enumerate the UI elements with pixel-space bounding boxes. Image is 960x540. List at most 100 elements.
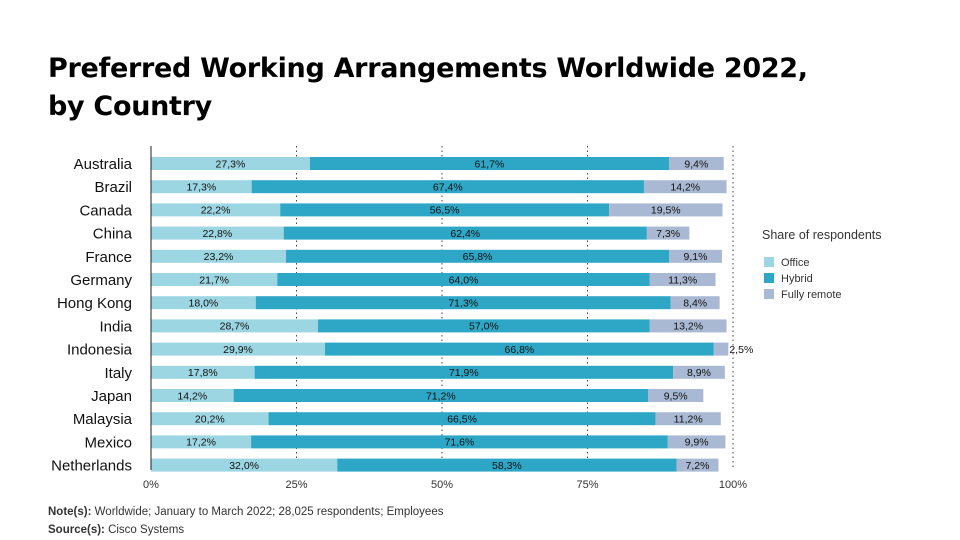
- category-label: Germany: [70, 272, 132, 289]
- bar-segment: [648, 389, 704, 402]
- bar-segment: [280, 203, 610, 217]
- bar-segment: [643, 180, 727, 194]
- category-label: Australia: [74, 156, 133, 173]
- data-label: 7,2%: [686, 460, 710, 472]
- legend-label: Office: [781, 257, 810, 269]
- data-label: 71,2%: [426, 390, 456, 402]
- bar-segment: [337, 458, 677, 472]
- bar-segment: [151, 412, 269, 426]
- category-label: Japan: [91, 388, 132, 405]
- bar-segment: [151, 226, 284, 240]
- data-label: 21,7%: [199, 274, 229, 286]
- bar-segment: [151, 249, 287, 263]
- bar-segment: [268, 412, 656, 426]
- bar-segment: [277, 273, 650, 286]
- bar-segment: [151, 365, 255, 379]
- bar-segment: [151, 342, 326, 356]
- data-label: 23,2%: [204, 251, 234, 263]
- data-label: 9,4%: [684, 158, 708, 170]
- bar-segment: [151, 203, 281, 217]
- x-tick-label: 100%: [719, 479, 747, 491]
- legend-label: Fully remote: [781, 289, 842, 301]
- data-label: 62,4%: [450, 228, 480, 240]
- data-label: 56,5%: [430, 205, 460, 217]
- bar-segment: [151, 273, 278, 286]
- chart-title-line-2: by Country: [48, 91, 212, 122]
- category-label: Netherlands: [51, 458, 132, 475]
- data-label: 22,8%: [202, 228, 232, 240]
- bar-segment: [151, 157, 310, 170]
- bar-segment: [151, 435, 252, 449]
- data-label: 8,9%: [687, 367, 711, 379]
- bar-segment: [646, 226, 690, 240]
- data-label: 19,5%: [651, 205, 681, 217]
- bar-segment: [251, 180, 644, 194]
- bar-segment: [255, 296, 671, 310]
- data-label: 64,0%: [449, 274, 479, 286]
- data-label: 65,8%: [463, 251, 493, 263]
- category-label: Indonesia: [67, 342, 133, 359]
- data-label: 9,9%: [685, 437, 709, 449]
- data-label: 67,4%: [433, 182, 463, 194]
- data-label: 29,9%: [223, 344, 253, 356]
- chart-title: Preferred Working Arrangements Worldwide…: [48, 50, 908, 126]
- data-label: 27,3%: [216, 158, 246, 170]
- data-label: 18,0%: [188, 298, 218, 310]
- bar-segment: [151, 458, 338, 472]
- bar-segment: [318, 319, 650, 333]
- category-label: France: [85, 249, 132, 266]
- bar-segment: [673, 365, 725, 379]
- note-text: Worldwide; January to March 2022; 28,025…: [91, 506, 444, 518]
- bar-segment: [713, 342, 729, 356]
- x-tick-label: 75%: [576, 479, 598, 491]
- bar-segment: [283, 226, 647, 240]
- bar-segment: [309, 157, 669, 170]
- data-label: 71,6%: [445, 437, 475, 449]
- bar-segment: [325, 342, 714, 356]
- x-tick-label: 25%: [285, 479, 307, 491]
- data-label: 20,2%: [195, 414, 225, 426]
- data-label: 11,2%: [674, 414, 703, 426]
- data-label: 71,9%: [449, 367, 479, 379]
- data-label: 57,0%: [469, 321, 499, 333]
- bar-segment: [670, 296, 720, 310]
- source-line: Source(s): Cisco Systems: [48, 521, 443, 539]
- data-label: 11,3%: [668, 274, 697, 286]
- legend-swatch: [764, 257, 774, 267]
- data-label: 14,2%: [177, 390, 207, 402]
- bar-segment: [668, 249, 722, 263]
- category-label: Malaysia: [73, 411, 133, 428]
- bar-segment: [668, 157, 724, 170]
- bar-segment: [655, 412, 721, 426]
- bar-segment: [151, 319, 319, 333]
- category-label: China: [93, 226, 133, 243]
- data-label: 58,3%: [492, 460, 522, 472]
- bar-segment: [151, 296, 256, 310]
- source-text: Cisco Systems: [104, 524, 185, 536]
- bar-segment: [649, 273, 716, 286]
- x-tick-label: 50%: [431, 479, 453, 491]
- data-label: 28,7%: [220, 321, 250, 333]
- bar-segment: [286, 249, 669, 263]
- data-label: 66,5%: [447, 414, 477, 426]
- bar-segment: [609, 203, 723, 217]
- data-label: 17,3%: [186, 182, 216, 194]
- data-label: 9,1%: [683, 251, 707, 263]
- bar-segment: [667, 435, 726, 449]
- data-label: 22,2%: [201, 205, 231, 217]
- legend-swatch: [764, 273, 774, 283]
- data-label: 17,2%: [186, 437, 216, 449]
- data-label: 2,5%: [729, 344, 753, 356]
- data-label: 71,3%: [448, 298, 478, 310]
- bar-segment: [254, 365, 674, 379]
- data-label: 17,8%: [188, 367, 218, 379]
- data-label: 14,2%: [670, 182, 700, 194]
- x-tick-label: 0%: [143, 479, 159, 491]
- data-label: 61,7%: [475, 158, 505, 170]
- bar-segment: [233, 389, 649, 402]
- category-label: Mexico: [84, 434, 132, 451]
- bar-segment: [251, 435, 668, 449]
- note-line: Note(s): Worldwide; January to March 202…: [48, 503, 443, 521]
- category-label: Brazil: [94, 179, 132, 196]
